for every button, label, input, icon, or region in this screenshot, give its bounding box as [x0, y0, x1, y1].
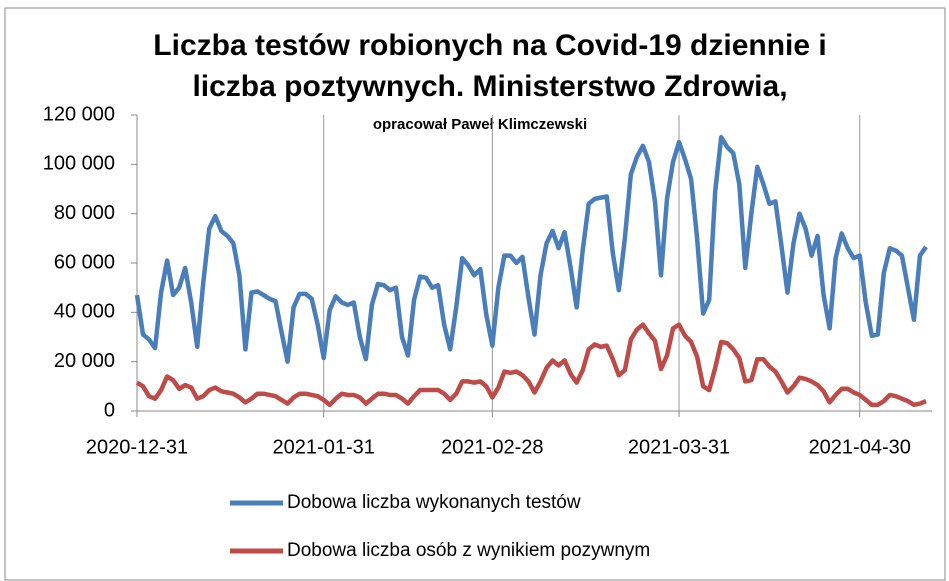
x-tick-label: 2021-01-31 [273, 436, 375, 458]
x-tick-label: 2021-02-28 [441, 436, 543, 458]
x-tick-label: 2020-12-31 [86, 436, 188, 458]
chart-title: liczba poztywnych. Ministerstwo Zdrowia, [192, 70, 787, 103]
y-tick-label: 60 000 [54, 251, 115, 273]
chart-subtitle: opracował Paweł Klimczewski [373, 116, 587, 133]
y-tick-label: 80 000 [54, 202, 115, 224]
y-tick-label: 20 000 [54, 350, 115, 372]
y-tick-label: 40 000 [54, 301, 115, 323]
chart-title: Liczba testów robionych na Covid-19 dzie… [153, 29, 826, 62]
series-line [134, 134, 928, 364]
chart-frame [4, 7, 946, 581]
x-tick-label: 2021-04-30 [809, 436, 911, 458]
y-tick-label: 0 [104, 399, 115, 421]
legend-label: Dobowa liczba wykonanych testów [287, 492, 581, 513]
y-tick-label: 120 000 [43, 103, 115, 125]
y-tick-label: 100 000 [43, 153, 115, 175]
legend-label: Dobowa liczba osób z wynikiem pozywnym [287, 540, 650, 561]
series-line [135, 322, 927, 408]
x-tick-label: 2021-03-31 [628, 436, 730, 458]
